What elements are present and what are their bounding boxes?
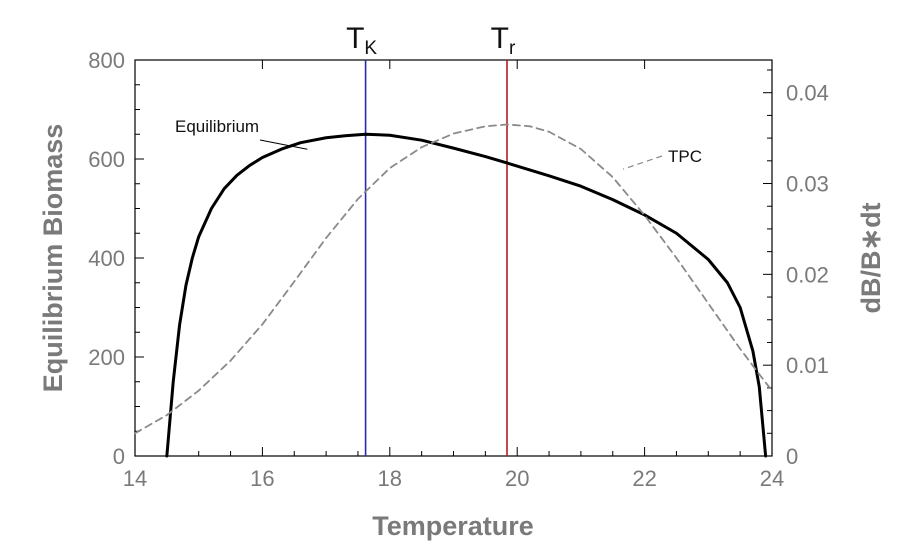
annotation-label: TPC [668, 147, 702, 166]
x-tick-label: 20 [505, 466, 529, 491]
y-tick-label: 800 [88, 48, 125, 73]
annotation-leader [259, 139, 308, 150]
vertical-line-label: Tr [491, 22, 516, 59]
annotation-label: Equilibrium [175, 117, 259, 136]
annotations: Equilibrium TPC [175, 117, 702, 170]
x-tick-label: 18 [378, 466, 402, 491]
y2-axis-title: dB/B∗dt [856, 202, 886, 313]
x-axis-ticks: 14 16 18 20 22 24 [123, 60, 784, 491]
series [134, 123, 773, 458]
y-tick-label: 400 [88, 246, 125, 271]
y-axis-ticks: 0 200 400 600 800 [88, 48, 144, 469]
vertical-line-label: TK [346, 22, 377, 59]
y2-axis-ticks: 0 0.01 0.02 0.03 0.04 [763, 69, 829, 469]
series-line-tpc [134, 123, 773, 435]
x-tick-label: 22 [632, 466, 656, 491]
y2-tick-label: 0.03 [786, 172, 829, 197]
y2-tick-label: 0.04 [786, 81, 829, 106]
y-axis-title: Equilibrium Biomass [38, 124, 68, 393]
y-tick-label: 0 [113, 444, 125, 469]
x-tick-label: 24 [760, 466, 784, 491]
x-axis-title: Temperature [372, 511, 534, 541]
x-tick-label: 14 [123, 466, 147, 491]
y2-tick-label: 0.01 [786, 353, 829, 378]
y-tick-label: 600 [88, 147, 125, 172]
annotation-leader [622, 155, 663, 170]
y2-tick-label: 0.02 [786, 262, 829, 287]
vertical-markers: TK Tr [346, 22, 516, 456]
x-tick-label: 16 [250, 466, 274, 491]
y2-tick-label: 0 [786, 444, 798, 469]
series-line-equilibrium [165, 132, 768, 458]
y-tick-label: 200 [88, 345, 125, 370]
